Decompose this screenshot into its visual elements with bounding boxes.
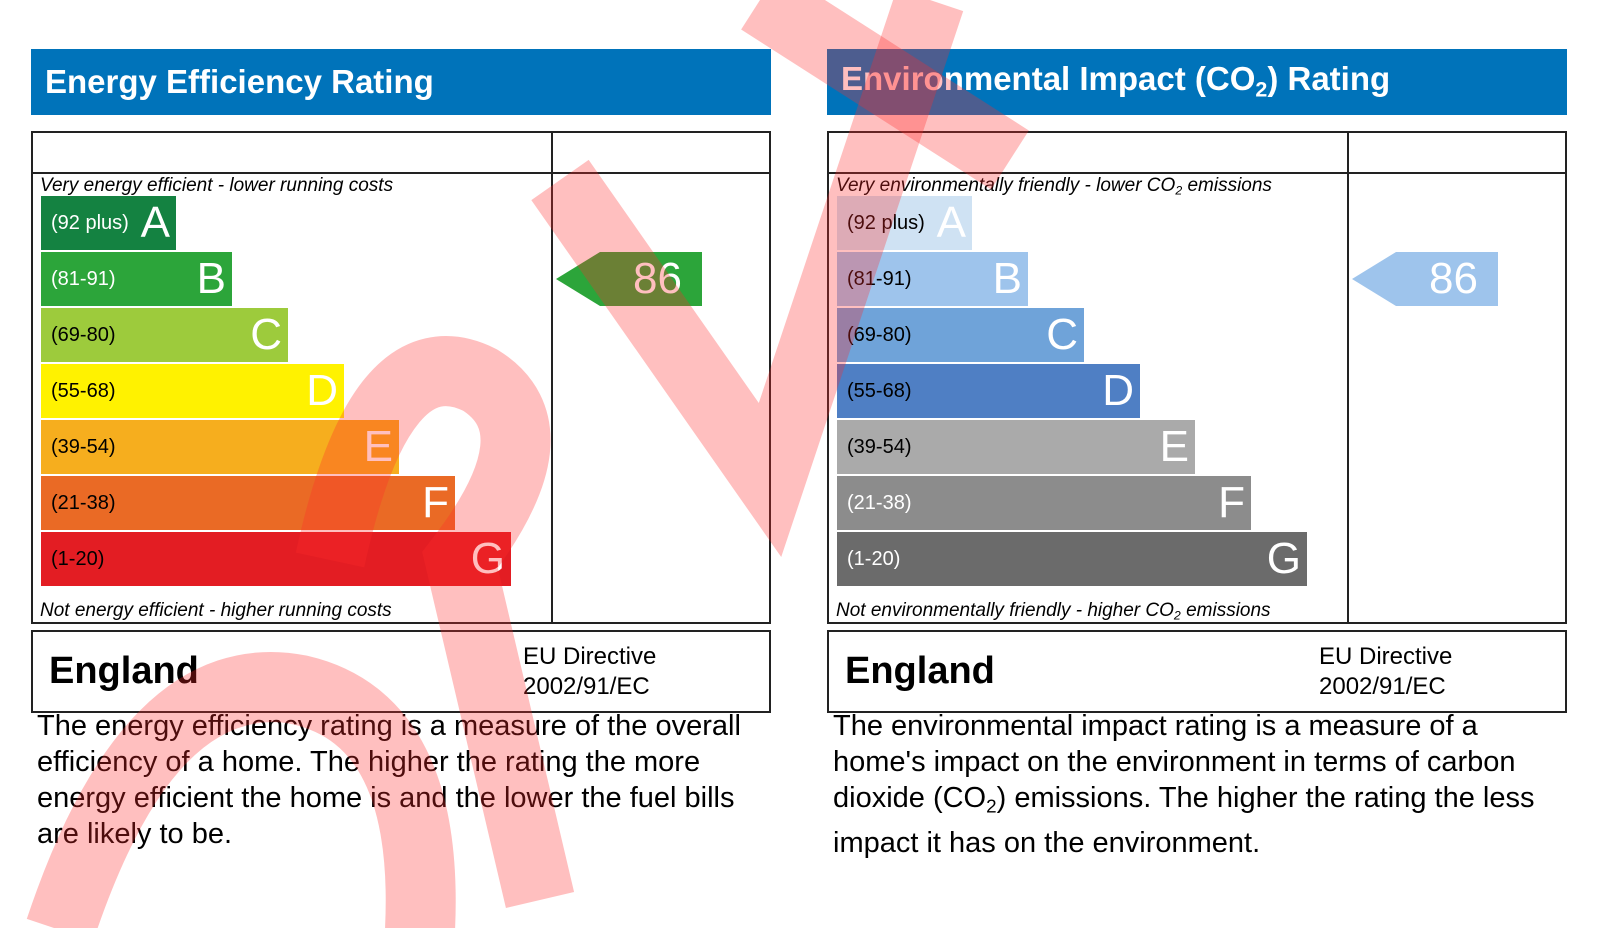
band-letter: C bbox=[1046, 310, 1078, 359]
rating-band-b: (81-91) B bbox=[837, 252, 1028, 306]
caption-text-end: emissions bbox=[1180, 600, 1271, 621]
panel-title: Environmental Impact (CO2) Rating bbox=[827, 49, 1567, 115]
description: The energy efficiency rating is a measur… bbox=[37, 710, 741, 850]
band-range: (39-54) bbox=[51, 436, 116, 458]
caption-text: Not environmentally friendly - higher CO bbox=[836, 600, 1174, 621]
band-letter: D bbox=[306, 366, 338, 415]
current-rating-arrow: 86 bbox=[1352, 252, 1498, 306]
band-letter: G bbox=[1266, 534, 1301, 583]
title-text-end: ) Rating bbox=[1267, 60, 1391, 97]
band-range: (39-54) bbox=[847, 436, 912, 458]
caption-subscript: 2 bbox=[1173, 608, 1181, 623]
band-range: (1-20) bbox=[51, 548, 105, 570]
title-text: Environmental Impact (CO bbox=[841, 60, 1256, 97]
band-range: (69-80) bbox=[51, 324, 116, 346]
country-label: England bbox=[49, 650, 199, 692]
band-letter: A bbox=[936, 198, 966, 247]
band-letter: E bbox=[363, 422, 393, 471]
band-range: (55-68) bbox=[51, 380, 116, 402]
caption-text: Very environmentally friendly - lower CO bbox=[836, 175, 1176, 196]
rating-band-g: (1-20) G bbox=[837, 532, 1307, 586]
rating-band-d: (55-68) D bbox=[837, 364, 1140, 418]
band-letter: A bbox=[140, 198, 170, 247]
directive-label: EU Directive 2002/91/EC bbox=[523, 642, 753, 702]
band-range: (92 plus) bbox=[847, 212, 925, 234]
country-label: England bbox=[845, 650, 995, 692]
current-rating-value: 86 bbox=[1429, 254, 1478, 303]
directive-label: EU Directive 2002/91/EC bbox=[1319, 642, 1549, 702]
band-range: (81-91) bbox=[51, 268, 116, 290]
rating-band-a: (92 plus) A bbox=[41, 196, 176, 250]
current-rating-arrow: 86 bbox=[556, 252, 702, 306]
band-letter: D bbox=[1102, 366, 1134, 415]
band-range: (21-38) bbox=[51, 492, 116, 514]
arrow-shape bbox=[1352, 252, 1498, 306]
title-subscript: 2 bbox=[1255, 77, 1268, 102]
description-subscript: 2 bbox=[986, 795, 997, 817]
rating-band-c: (69-80) C bbox=[41, 308, 288, 362]
rating-frame: Very energy efficient - lower running co… bbox=[31, 131, 771, 624]
directive-line-2: 2002/91/EC bbox=[1319, 673, 1446, 700]
band-letter: E bbox=[1159, 422, 1189, 471]
rating-frame: Very environmentally friendly - lower CO… bbox=[827, 131, 1567, 624]
directive-line-2: 2002/91/EC bbox=[523, 673, 650, 700]
band-range: (81-91) bbox=[847, 268, 912, 290]
rating-band-c: (69-80) C bbox=[837, 308, 1084, 362]
caption-subscript: 2 bbox=[1175, 183, 1183, 198]
frame-divider bbox=[1347, 133, 1349, 622]
description-text-end: ) emissions. The higher the rating the l… bbox=[833, 782, 1535, 859]
caption-bottom: Not energy efficient - higher running co… bbox=[40, 600, 392, 621]
rating-band-f: (21-38) F bbox=[41, 476, 455, 530]
band-range: (92 plus) bbox=[51, 212, 129, 234]
band-letter: B bbox=[196, 254, 226, 303]
footer-box: England EU Directive 2002/91/EC bbox=[31, 630, 771, 713]
band-range: (21-38) bbox=[847, 492, 912, 514]
rating-band-e: (39-54) E bbox=[41, 420, 399, 474]
description-text: The environmental impact rating is a mea… bbox=[833, 710, 1516, 814]
caption-top: Very energy efficient - lower running co… bbox=[40, 175, 394, 196]
frame-divider bbox=[829, 172, 1565, 174]
energy-efficiency-panel: Energy Efficiency Rating Very energy eff… bbox=[31, 0, 771, 928]
frame-divider bbox=[551, 133, 553, 622]
band-letter: G bbox=[470, 534, 505, 583]
band-range: (69-80) bbox=[847, 324, 912, 346]
band-range: (1-20) bbox=[847, 548, 901, 570]
caption-bottom: Not environmentally friendly - higher CO… bbox=[836, 600, 1271, 623]
rating-band-e: (39-54) E bbox=[837, 420, 1195, 474]
directive-line-1: EU Directive bbox=[523, 643, 657, 670]
band-letter: F bbox=[422, 478, 449, 527]
footer-box: England EU Directive 2002/91/EC bbox=[827, 630, 1567, 713]
panel-title: Energy Efficiency Rating bbox=[31, 49, 771, 115]
band-letter: B bbox=[992, 254, 1022, 303]
caption-text-end: emissions bbox=[1182, 175, 1272, 196]
arrow-shape bbox=[556, 252, 702, 306]
frame-divider bbox=[33, 172, 769, 174]
rating-band-d: (55-68) D bbox=[41, 364, 344, 418]
environmental-impact-panel: Environmental Impact (CO2) Rating Very e… bbox=[827, 0, 1567, 928]
rating-band-b: (81-91) B bbox=[41, 252, 232, 306]
current-rating-value: 86 bbox=[633, 254, 682, 303]
rating-band-g: (1-20) G bbox=[41, 532, 511, 586]
description: The environmental impact rating is a mea… bbox=[833, 708, 1563, 861]
caption-top: Very environmentally friendly - lower CO… bbox=[836, 175, 1272, 198]
band-letter: F bbox=[1218, 478, 1245, 527]
band-range: (55-68) bbox=[847, 380, 912, 402]
rating-band-a: (92 plus) A bbox=[837, 196, 972, 250]
band-letter: C bbox=[250, 310, 282, 359]
directive-line-1: EU Directive bbox=[1319, 643, 1453, 670]
rating-band-f: (21-38) F bbox=[837, 476, 1251, 530]
